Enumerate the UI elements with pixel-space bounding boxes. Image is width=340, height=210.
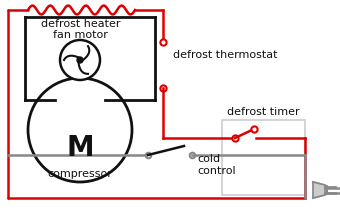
- Text: cold
control: cold control: [197, 154, 236, 176]
- Polygon shape: [313, 182, 325, 198]
- Text: fan motor: fan motor: [53, 30, 107, 40]
- Text: defrost thermostat: defrost thermostat: [173, 50, 277, 60]
- Circle shape: [60, 40, 100, 80]
- Circle shape: [77, 57, 83, 63]
- Bar: [222, 120, 305, 195]
- Text: defrost timer: defrost timer: [227, 107, 299, 117]
- Text: M: M: [66, 134, 94, 162]
- Text: compressor: compressor: [48, 169, 113, 179]
- Text: defrost heater: defrost heater: [41, 19, 121, 29]
